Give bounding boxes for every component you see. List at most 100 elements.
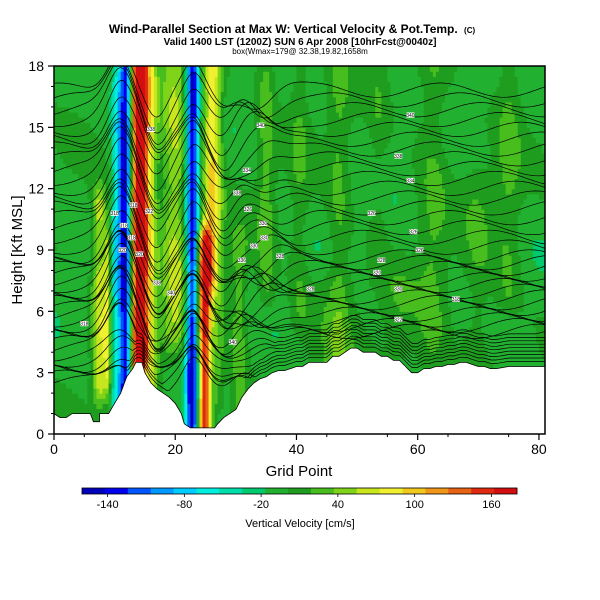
heatmap-cell — [341, 280, 346, 287]
heatmap-cell — [205, 403, 210, 410]
heatmap-cell — [438, 362, 443, 369]
heatmap-cell — [54, 357, 58, 364]
heatmap-cell — [469, 357, 473, 364]
heatmap-cell — [314, 311, 319, 318]
heatmap-cell — [235, 398, 240, 404]
heatmap-cell — [157, 377, 161, 384]
heatmap-cell — [317, 342, 322, 348]
heatmap-cell — [484, 326, 489, 333]
heatmap-cell — [175, 285, 179, 292]
heatmap-cell — [202, 290, 207, 297]
heatmap-cell — [126, 321, 131, 328]
heatmap-cell — [75, 362, 79, 369]
heatmap-cell — [154, 296, 158, 302]
heatmap-cell — [96, 306, 101, 312]
heatmap-cell — [99, 352, 104, 358]
heatmap-cell — [93, 275, 98, 282]
heatmap-cell — [96, 382, 101, 389]
heatmap-cell — [532, 362, 537, 369]
heatmap-cell — [84, 336, 88, 343]
heatmap-cell — [475, 316, 479, 323]
heatmap-cell — [405, 342, 410, 348]
heatmap-cell — [257, 331, 261, 338]
heatmap-cell — [232, 280, 237, 287]
heatmap-cell — [466, 336, 470, 343]
heatmap-cell — [275, 285, 279, 292]
heatmap-cell — [57, 393, 61, 399]
heatmap-cell — [287, 362, 292, 369]
heatmap-cell — [505, 285, 510, 292]
heatmap-cell — [120, 275, 125, 282]
heatmap-cell — [532, 357, 537, 364]
heatmap-cell — [157, 285, 161, 292]
heatmap-cell — [347, 311, 352, 318]
heatmap-cell — [169, 393, 173, 399]
heatmap-cell — [311, 347, 316, 353]
heatmap-cell — [454, 357, 458, 364]
heatmap-cell — [293, 301, 298, 307]
heatmap-cell — [117, 357, 122, 364]
heatmap-cell — [178, 285, 182, 292]
heatmap-cell — [223, 296, 228, 302]
heatmap-cell — [529, 306, 534, 312]
heatmap-cell — [75, 347, 79, 353]
heatmap-cell — [451, 336, 455, 343]
heatmap-cell — [326, 347, 331, 353]
heatmap-cell — [163, 326, 167, 333]
heatmap-cell — [293, 331, 298, 338]
heatmap-cell — [220, 326, 225, 333]
heatmap-cell — [111, 357, 116, 364]
heatmap-cell — [405, 301, 410, 307]
heatmap-cell — [163, 290, 167, 297]
heatmap-cell — [278, 316, 282, 323]
heatmap-cell — [78, 408, 82, 415]
heatmap-cell — [241, 296, 246, 302]
heatmap-cell — [448, 326, 452, 333]
heatmap-cell — [132, 285, 137, 292]
heatmap-cell — [329, 316, 334, 323]
heatmap-cell — [341, 306, 346, 312]
heatmap-cell — [281, 306, 285, 312]
heatmap-cell — [160, 362, 164, 369]
heatmap-cell — [66, 388, 70, 394]
heatmap-cell — [129, 357, 134, 364]
heatmap-cell — [160, 377, 164, 384]
heatmap-cell — [217, 393, 222, 399]
heatmap-cell — [175, 362, 179, 369]
heatmap-cell — [99, 393, 104, 399]
heatmap-cell — [384, 321, 388, 328]
heatmap-cell — [241, 280, 246, 287]
heatmap-cell — [523, 321, 528, 328]
heatmap-cell — [541, 352, 545, 358]
heatmap-cell — [57, 342, 61, 348]
heatmap-cell — [381, 285, 385, 292]
heatmap-cell — [117, 336, 122, 343]
heatmap-cell — [290, 357, 295, 364]
heatmap-cell — [247, 285, 252, 292]
heatmap-cell — [150, 367, 155, 374]
heatmap-cell — [190, 367, 195, 374]
heatmap-cell — [384, 331, 388, 338]
heatmap-cell — [484, 357, 489, 364]
heatmap-cell — [341, 326, 346, 333]
heatmap-cell — [535, 280, 540, 287]
heatmap-cell — [78, 362, 82, 369]
heatmap-cell — [432, 362, 437, 369]
heatmap-cell — [502, 347, 507, 353]
heatmap-cell — [232, 285, 237, 292]
heatmap-cell — [429, 296, 434, 302]
heatmap-cell — [257, 326, 261, 333]
heatmap-cell — [538, 285, 543, 292]
heatmap-cell — [529, 357, 534, 364]
heatmap-cell — [520, 285, 525, 292]
heatmap-cell — [184, 331, 188, 338]
heatmap-cell — [311, 296, 316, 302]
heatmap-cell — [190, 377, 195, 384]
heatmap-cell — [193, 352, 198, 358]
heatmap-cell — [187, 301, 191, 307]
heatmap-cell — [502, 301, 507, 307]
heatmap-cell — [290, 280, 295, 287]
heatmap-cell — [160, 367, 164, 374]
heatmap-cell — [202, 398, 207, 404]
heatmap-cell — [66, 352, 70, 358]
